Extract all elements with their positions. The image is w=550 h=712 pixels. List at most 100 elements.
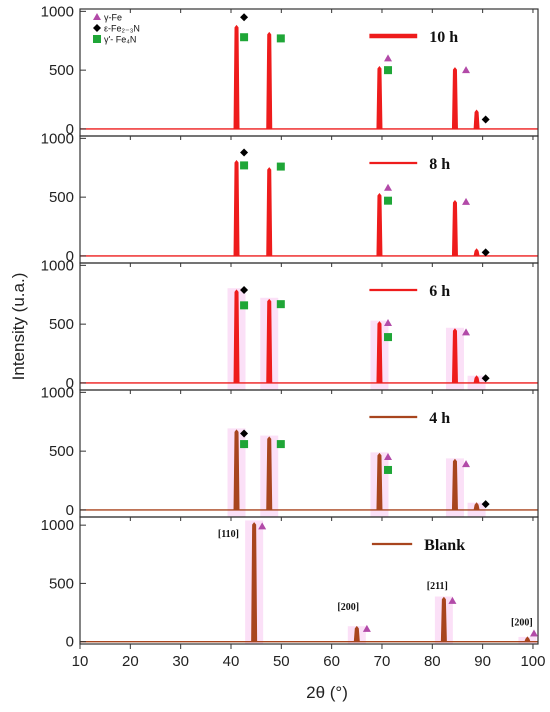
- phase-key-square-symbol: [93, 35, 101, 43]
- panel-blank-ytick-label-500: 500: [49, 575, 74, 592]
- panel-10-h-peak-0: [233, 24, 240, 130]
- panel-8-h-ytick-label-0: 0: [66, 248, 74, 265]
- panel-6-h-ytick-label-0: 0: [66, 375, 74, 392]
- phase-key-triangle-label: γ-Fe: [104, 13, 122, 23]
- panel-blank-peak-label-2: [211]: [427, 581, 448, 592]
- panel-6-h-diamond-marker-6: [481, 374, 490, 383]
- panel-6-h-ytick-label-1000: 1000: [41, 257, 74, 274]
- panel-10-h-ytick-label-500: 500: [49, 62, 74, 79]
- panel-10-h-triangle-marker-3: [384, 54, 393, 62]
- panel-10-h-peak-3: [451, 67, 458, 130]
- panel-8-h-square-marker-1: [240, 161, 249, 170]
- panel-10-h-legend-label: 10 h: [429, 29, 458, 46]
- panel-blank-peak-label-0: [110]: [218, 529, 239, 540]
- x-tick-label-90: 90: [474, 653, 491, 670]
- peak-traces: [80, 24, 538, 643]
- panel-8-h-peak-1: [266, 167, 273, 257]
- panel-4-h-square-marker-4: [384, 465, 393, 474]
- background-bands: [227, 288, 537, 644]
- panel-10-h-square-marker-4: [384, 66, 393, 75]
- phase-key-diamond-symbol: [93, 24, 101, 32]
- panel-6-h-legend-label: 6 h: [429, 283, 450, 300]
- panel-10-h-peak-4: [473, 109, 480, 130]
- panel-blank-peak-1: [353, 625, 360, 643]
- panel-8-h-square-marker-2: [276, 162, 285, 171]
- panel-10-h-diamond-marker-0: [240, 13, 249, 22]
- panel-10-h-peak-1: [266, 31, 273, 130]
- panel-blank-triangle-marker-1: [362, 624, 371, 632]
- x-tick-label-60: 60: [323, 653, 340, 670]
- panel-8-h-peak-0: [233, 160, 240, 257]
- panel-blank-triangle-marker-0: [258, 522, 267, 530]
- panel-8-h-triangle-marker-5: [462, 197, 471, 205]
- panel-4-h-peak-0: [233, 429, 240, 511]
- panel-blank-peak-label-1: [200]: [337, 602, 359, 613]
- panel-blank-peak-label-3: [200]: [511, 617, 533, 628]
- panel-10-h-diamond-marker-6: [481, 115, 490, 124]
- panel-8-h-square-marker-4: [384, 196, 393, 205]
- panel-blank-ytick-label-0: 0: [66, 634, 74, 651]
- panel-10-h-triangle-marker-5: [462, 66, 471, 74]
- panel-10-h-square-marker-2: [276, 34, 285, 43]
- panel-10-h-square-marker-1: [240, 33, 249, 42]
- panel-8-h-triangle-marker-3: [384, 183, 393, 191]
- panel-4-h-square-marker-1: [240, 440, 249, 449]
- x-tick-label-40: 40: [223, 653, 240, 670]
- y-axis-label: Intensity (u.a.): [9, 273, 28, 381]
- panel-6-h-square-marker-2: [276, 300, 285, 309]
- panel-4-h-peak-3: [451, 458, 458, 511]
- panel-6-h-peak-0: [233, 289, 240, 384]
- panel-4-h-triangle-marker-5: [462, 460, 471, 468]
- panel-4-h-diamond-marker-6: [481, 500, 490, 509]
- panel-6-h-diamond-marker-0: [240, 286, 249, 295]
- x-tick-label-20: 20: [122, 653, 139, 670]
- x-tick-label-100: 100: [520, 653, 545, 670]
- panel-frames: [79, 8, 539, 645]
- panel-4-h-ytick-label-1000: 1000: [41, 384, 74, 401]
- panel-blank-ytick-label-1000: 1000: [41, 517, 74, 534]
- x-tick-label-80: 80: [424, 653, 441, 670]
- panel-8-h-frame: [79, 135, 539, 264]
- panel-blank-triangle-marker-2: [448, 596, 457, 604]
- panel-10-h-ytick-label-0: 0: [66, 121, 74, 138]
- panel-blank-frame: [79, 516, 539, 645]
- axis-ticks: [79, 9, 534, 649]
- panel-4-h-diamond-marker-0: [240, 429, 249, 438]
- panel-blank-legend-label: Blank: [424, 537, 465, 554]
- panel-4-h-triangle-marker-3: [384, 453, 393, 461]
- x-tick-label-30: 30: [172, 653, 189, 670]
- panel-8-h-peak-3: [451, 200, 458, 257]
- x-tick-label-50: 50: [273, 653, 290, 670]
- panel-blank-triangle-marker-3: [529, 629, 538, 637]
- panel-6-h-peak-1: [266, 298, 273, 384]
- panel-blank-peak-2: [440, 596, 447, 643]
- phase-key-square-label: γ'- Fe₄N: [104, 35, 136, 45]
- panel-6-h-frame: [79, 262, 539, 391]
- panel-8-h-ytick-label-1000: 1000: [41, 130, 74, 147]
- panel-8-h-diamond-marker-6: [481, 248, 490, 257]
- phase-markers: [93, 13, 538, 637]
- panel-6-h-triangle-marker-3: [384, 318, 393, 326]
- phase-key-diamond-label: ε-Fe₂₋₃N: [104, 24, 140, 34]
- panel-6-h-peak-2: [376, 321, 383, 384]
- panel-6-h-peak-3: [451, 328, 458, 384]
- panel-8-h-diamond-marker-0: [240, 148, 249, 157]
- panel-10-h-peak-2: [376, 65, 383, 130]
- panel-8-h-legend-label: 8 h: [429, 156, 450, 173]
- panel-blank-peak-0: [251, 522, 258, 643]
- panel-6-h-triangle-marker-5: [462, 328, 471, 336]
- panel-8-h-peak-4: [473, 248, 480, 257]
- panel-4-h-ytick-label-0: 0: [66, 502, 74, 519]
- panel-6-h-ytick-label-500: 500: [49, 316, 74, 333]
- x-axis-label: 2θ (°): [306, 683, 348, 702]
- panel-4-h-peak-2: [376, 452, 383, 511]
- panel-4-h-peak-1: [266, 436, 273, 511]
- x-tick-label-70: 70: [374, 653, 391, 670]
- panel-8-h-ytick-label-500: 500: [49, 189, 74, 206]
- panel-4-h-square-marker-2: [276, 440, 285, 449]
- panel-10-h-ytick-label-1000: 1000: [41, 3, 74, 20]
- panel-8-h-peak-2: [376, 192, 383, 257]
- x-tick-label-10: 10: [72, 653, 89, 670]
